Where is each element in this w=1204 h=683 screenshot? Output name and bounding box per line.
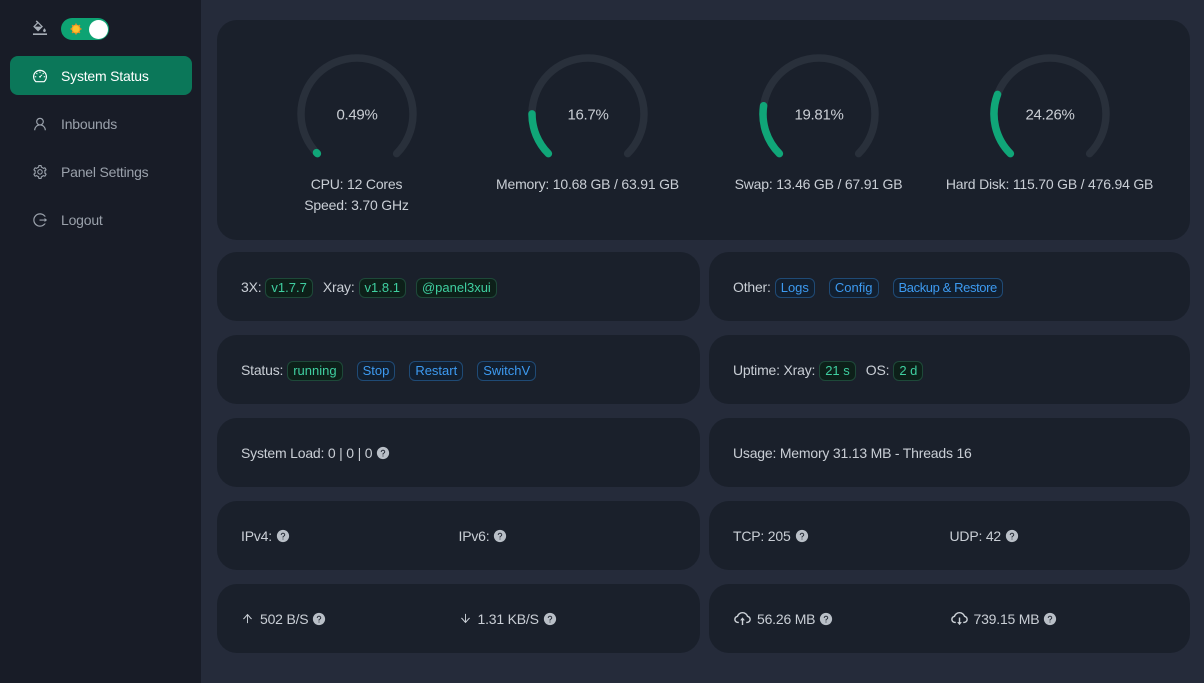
svg-text:19.81%: 19.81% <box>794 107 843 124</box>
svg-text:0.49%: 0.49% <box>336 107 377 124</box>
svg-text:16.7%: 16.7% <box>567 107 608 124</box>
svg-text:24.26%: 24.26% <box>1025 107 1074 124</box>
